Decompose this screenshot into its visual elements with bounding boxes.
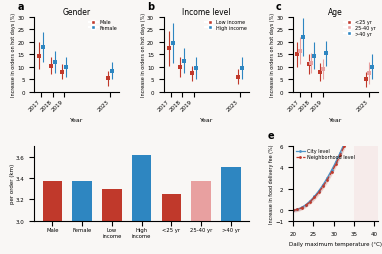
Line: Neighborhood level: Neighborhood level bbox=[292, 76, 379, 211]
X-axis label: Year: Year bbox=[329, 118, 342, 123]
City level bbox=[372, 58, 376, 61]
Bar bbox=[132, 156, 151, 254]
Legend: Male, Female: Male, Female bbox=[89, 20, 117, 31]
Bar bbox=[72, 182, 92, 254]
Bar bbox=[191, 182, 211, 254]
Bar bbox=[221, 168, 241, 254]
City level bbox=[296, 208, 301, 211]
X-axis label: Year: Year bbox=[199, 118, 213, 123]
Text: c: c bbox=[276, 2, 282, 12]
City level bbox=[307, 201, 311, 204]
City level bbox=[369, 70, 373, 73]
Line: City level: City level bbox=[292, 40, 379, 211]
Neighborhood level bbox=[372, 86, 376, 89]
Legend: City level, Neighborhood level: City level, Neighborhood level bbox=[296, 149, 354, 160]
City level bbox=[376, 39, 380, 42]
Text: a: a bbox=[17, 2, 24, 12]
Neighborhood level bbox=[376, 75, 380, 78]
X-axis label: Daily maximum temperature (°C): Daily maximum temperature (°C) bbox=[289, 241, 382, 246]
Bar bbox=[162, 194, 181, 254]
Title: Age: Age bbox=[328, 8, 343, 17]
Neighborhood level bbox=[294, 208, 299, 211]
Neighborhood level bbox=[296, 208, 301, 211]
Bar bbox=[354, 146, 380, 221]
Title: Income level: Income level bbox=[182, 8, 230, 17]
City level bbox=[291, 209, 295, 212]
Neighborhood level bbox=[307, 201, 311, 204]
Neighborhood level bbox=[314, 195, 318, 198]
Legend: Low income, High income: Low income, High income bbox=[205, 20, 246, 31]
Legend: <25 yr, 25-40 yr, >40 yr: <25 yr, 25-40 yr, >40 yr bbox=[344, 20, 376, 37]
Y-axis label: Increase in orders on hot days (%): Increase in orders on hot days (%) bbox=[270, 13, 275, 97]
Neighborhood level bbox=[369, 93, 373, 96]
Y-axis label: Increase in orders on hot days (%): Increase in orders on hot days (%) bbox=[11, 13, 16, 97]
Title: Gender: Gender bbox=[63, 8, 91, 17]
Bar bbox=[102, 189, 121, 254]
Neighborhood level bbox=[291, 209, 295, 212]
Y-axis label: Increase in food delivery fee (%): Increase in food delivery fee (%) bbox=[269, 144, 274, 223]
City level bbox=[314, 193, 318, 196]
X-axis label: Year: Year bbox=[70, 118, 84, 123]
Y-axis label: per order (km): per order (km) bbox=[10, 164, 15, 204]
Bar bbox=[42, 182, 62, 254]
Text: b: b bbox=[147, 2, 154, 12]
Text: e: e bbox=[267, 131, 274, 141]
City level bbox=[294, 208, 299, 211]
Y-axis label: Increase in orders on hot days (%): Increase in orders on hot days (%) bbox=[141, 13, 146, 97]
